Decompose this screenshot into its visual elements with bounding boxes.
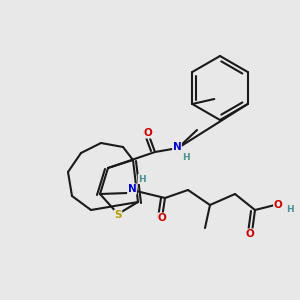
Text: O: O	[274, 200, 282, 210]
Text: H: H	[138, 175, 146, 184]
Text: O: O	[144, 128, 152, 138]
Text: N: N	[172, 142, 182, 152]
Text: O: O	[158, 213, 166, 223]
Text: H: H	[182, 152, 190, 161]
Text: N: N	[128, 184, 136, 194]
Text: H: H	[286, 206, 294, 214]
Text: O: O	[246, 229, 254, 239]
Text: S: S	[114, 210, 122, 220]
